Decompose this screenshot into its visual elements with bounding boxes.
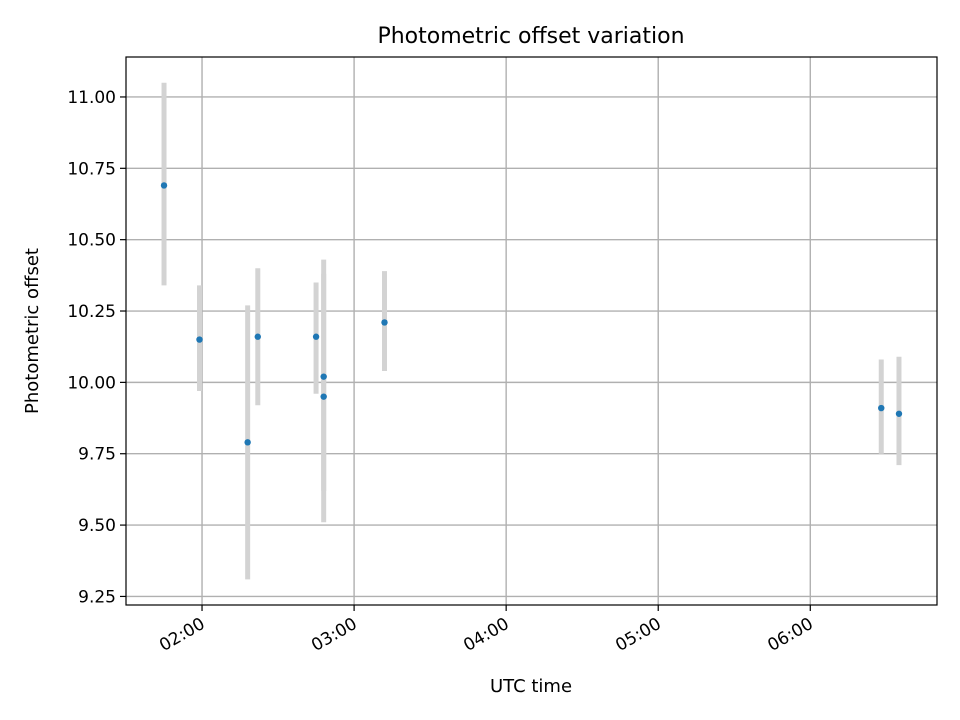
y-tick-label: 10.25 [67,302,116,322]
data-point [254,333,261,340]
chart-title: Photometric offset variation [377,24,684,49]
y-tick-label: 11.00 [67,88,116,108]
y-axis-ticks: 9.25 9.50 9.75 10.00 10.25 10.50 10.75 11.00 [67,88,126,607]
y-tick-label: 9.50 [78,516,116,536]
plot-frame [125,56,938,606]
y-tick-label: 10.75 [67,159,116,179]
y-axis-label: Photometric offset [22,248,43,414]
data-point [244,439,251,446]
data-point [160,182,168,189]
y-tick-label: 10.00 [67,373,116,393]
x-axis-label: UTC time [490,676,572,697]
y-tick-label: 10.50 [67,231,116,251]
data-point [320,373,327,380]
data-point [381,319,388,326]
data-point [878,404,885,412]
data-point [320,393,327,400]
data-point [895,410,903,417]
data-points [160,182,903,446]
data-point [312,333,320,340]
y-tick-label: 9.25 [78,587,116,607]
data-point [196,336,203,343]
grid [126,57,937,605]
y-tick-label: 9.75 [78,445,116,465]
